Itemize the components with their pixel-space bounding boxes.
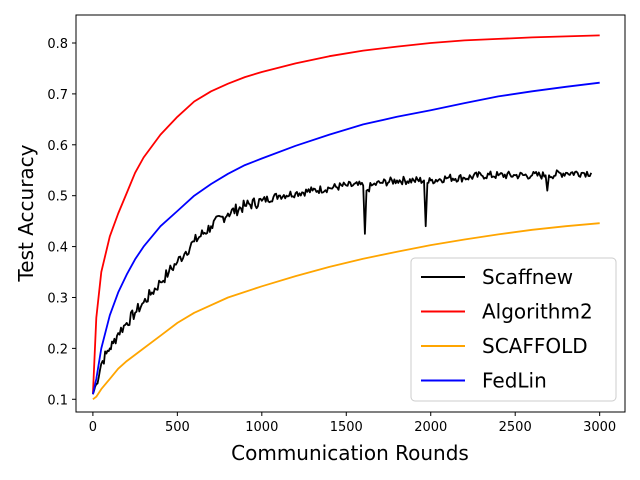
y-tick-label: 0.7 [47, 88, 68, 103]
x-axis-title: Communication Rounds [231, 441, 469, 465]
y-axis-ticks: 0.1 0.2 0.3 0.4 0.5 0.6 0.7 0.8 [47, 37, 76, 408]
x-tick-label: 1500 [330, 420, 363, 435]
legend-label: FedLin [482, 369, 547, 393]
series-line-scaffnew [92, 169, 593, 395]
legend-label: Algorithm2 [482, 300, 593, 324]
y-tick-label: 0.5 [47, 190, 68, 205]
y-tick-label: 0.6 [47, 139, 68, 154]
x-tick-label: 1000 [245, 420, 278, 435]
y-tick-label: 0.8 [47, 37, 68, 52]
series-line-scaffold [92, 222, 600, 401]
series-line-fedlin [92, 81, 600, 395]
plot-lines [92, 34, 600, 401]
x-tick-label: 0 [89, 420, 97, 435]
legend-label: Scaffnew [482, 265, 573, 289]
x-tick-label: 2000 [414, 420, 447, 435]
x-axis-ticks: 0 500 1000 1500 2000 2500 3000 [89, 412, 616, 435]
legend: Scaffnew Algorithm2 SCAFFOLD FedLin [410, 257, 617, 402]
y-axis-title: Test Accuracy [14, 144, 38, 282]
legend-label: SCAFFOLD [482, 334, 588, 358]
x-tick-label: 500 [165, 420, 190, 435]
plot-frame [75, 14, 626, 413]
x-tick-label: 2500 [499, 420, 532, 435]
y-tick-label: 0.4 [47, 241, 68, 256]
y-tick-label: 0.2 [47, 342, 68, 357]
legend-items: Scaffnew Algorithm2 SCAFFOLD FedLin [421, 265, 593, 393]
x-tick-label: 3000 [583, 420, 616, 435]
y-tick-label: 0.1 [47, 393, 68, 408]
y-tick-label: 0.3 [47, 291, 68, 306]
legend-box [410, 257, 617, 402]
series-line-algorithm2 [92, 34, 600, 395]
